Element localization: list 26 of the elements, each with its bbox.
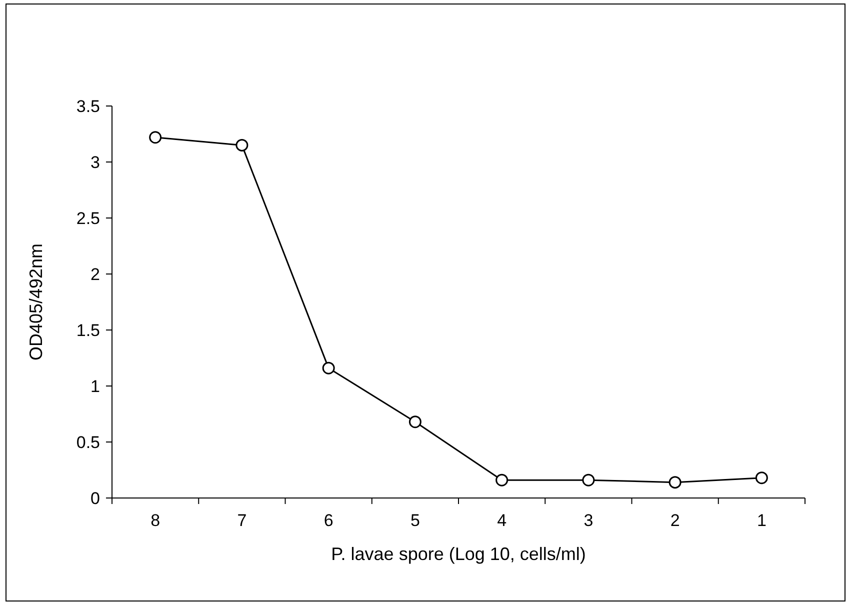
point [322,362,335,374]
y-tick-label: 2 [90,264,100,284]
y-tick-label: 1 [90,376,100,396]
y-tick-label: 2.5 [76,208,100,228]
y-axis-title: OD405/492nm [26,243,46,361]
x-tick-label: 8 [150,511,160,530]
point [755,472,768,484]
x-axis-title: P. lavae spore (Log 10, cells/ml) [331,544,586,564]
x-tick-label: 6 [324,511,334,530]
point [149,131,162,144]
x-tick-label: 2 [670,511,680,530]
y-tick-label: 0.5 [76,432,100,452]
x-tick-label: 1 [756,511,766,530]
point [236,138,248,152]
x-tick-label: 3 [584,511,594,530]
x-tick-label: 4 [497,511,507,530]
x-tick-label: 7 [237,511,247,530]
point [668,476,682,489]
y-tick-label: 0 [90,488,100,508]
x-tick-label: 5 [410,511,420,530]
point [408,416,422,428]
y-tick-label: 1.5 [76,320,100,340]
y-tick-label: 3.5 [76,96,100,116]
point [496,474,508,486]
point [582,474,595,486]
y-tick-label: 3 [90,152,100,172]
